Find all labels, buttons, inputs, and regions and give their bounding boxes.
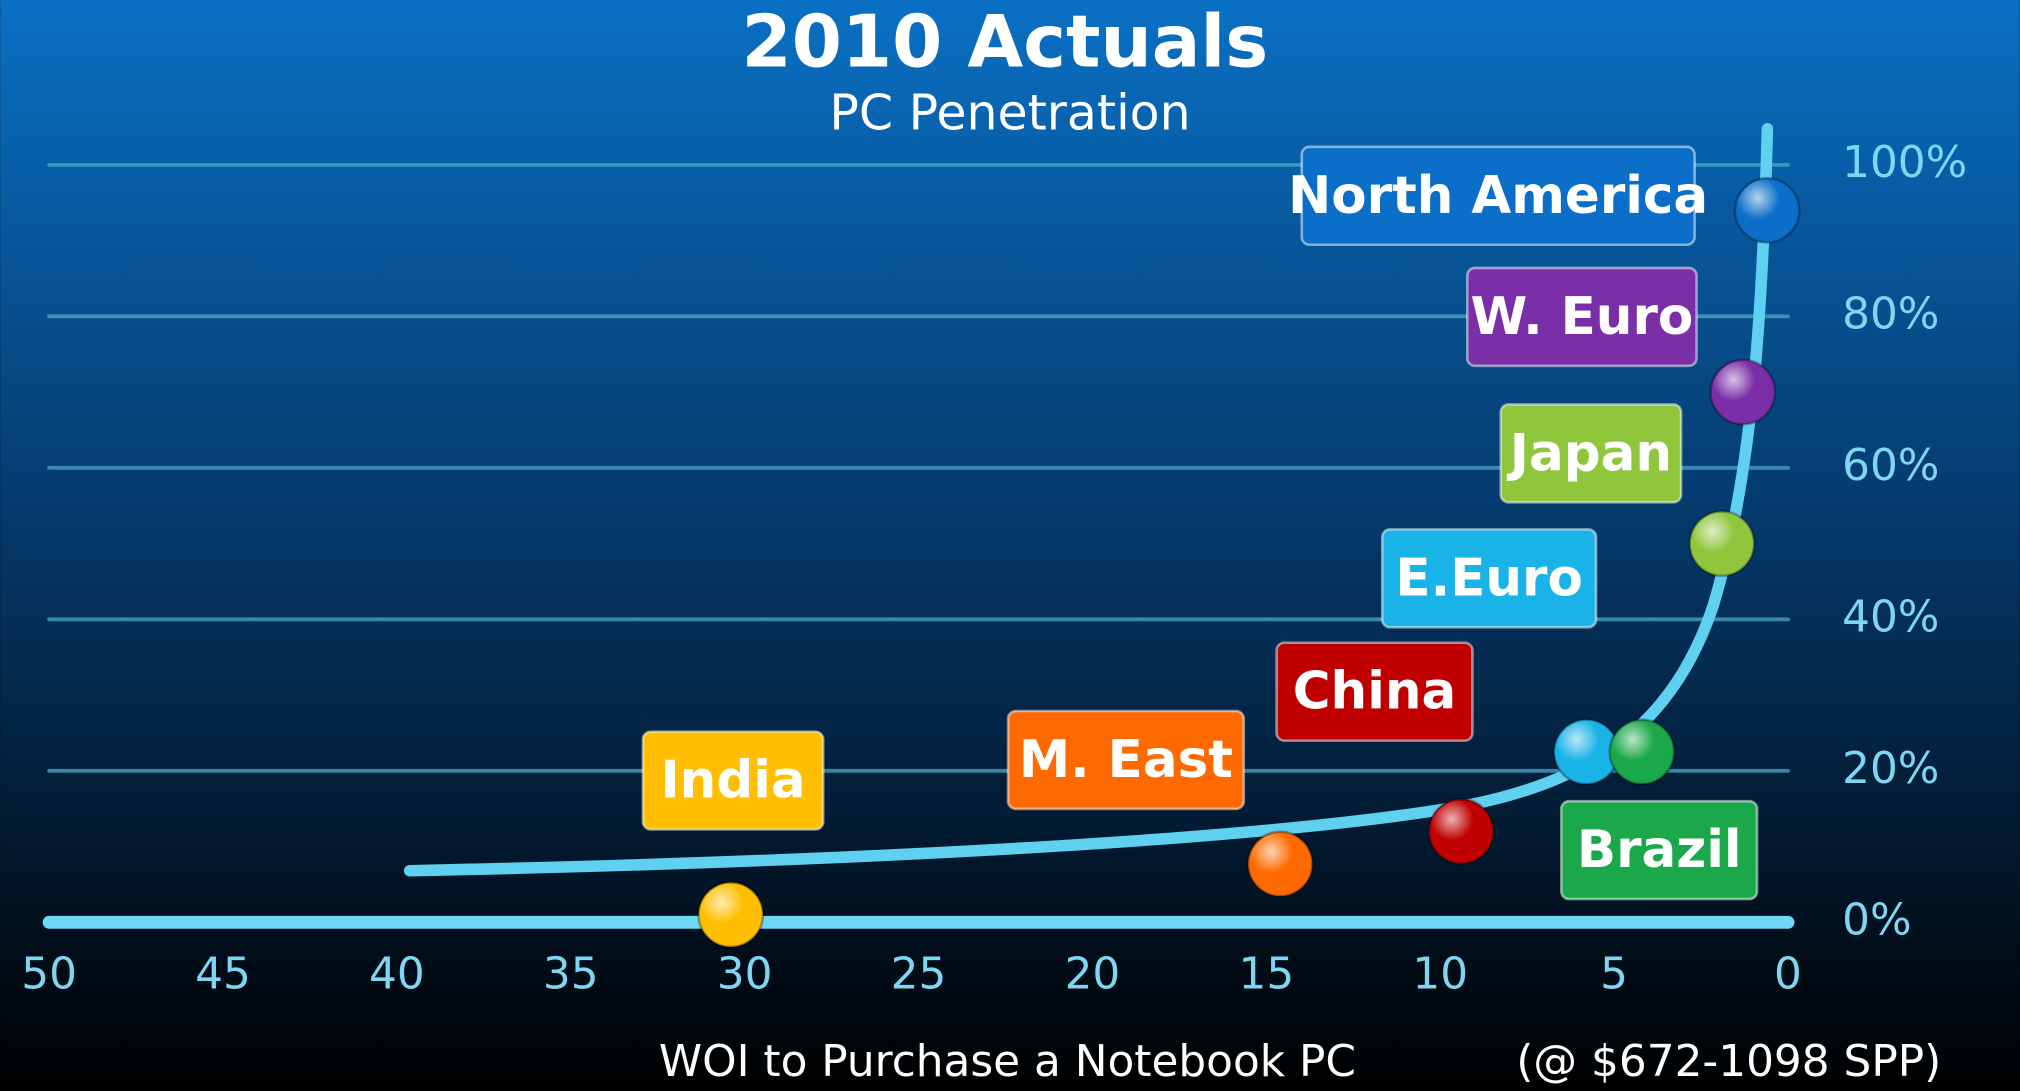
x-tick-label: 20 [1065, 948, 1121, 999]
x-tick-label: 40 [369, 948, 425, 999]
legend-label: Japan [1507, 423, 1672, 483]
x-tick-label: 15 [1238, 948, 1294, 999]
x-tick-label: 35 [543, 948, 599, 999]
x-tick-label: 10 [1412, 948, 1468, 999]
legend-label: M. East [1019, 730, 1233, 790]
label-box [1006, 709, 1246, 811]
point-shine [1555, 720, 1618, 783]
point-shine [1430, 800, 1492, 863]
legend-label: China [1293, 662, 1457, 722]
point-shine [1691, 512, 1753, 575]
label-box [1499, 403, 1683, 504]
legend-label: Brazil [1577, 820, 1742, 880]
y-tick-label: 20% [1842, 743, 1939, 794]
grid [42, 162, 1795, 929]
x-axis-label: WOI to Purchase a Notebook PC [659, 1036, 1356, 1087]
x-tick-label: 0 [1774, 948, 1802, 999]
label-box [1275, 641, 1474, 742]
x-tick-label: 45 [195, 948, 251, 999]
point-shine [1736, 179, 1799, 242]
legend-label: W. Euro [1471, 287, 1694, 347]
note: (@ $672-1098 SPP) [1516, 1036, 1941, 1087]
point-shine [1711, 361, 1774, 424]
label-box [1465, 266, 1698, 368]
legend-label: India [660, 751, 805, 811]
y-tick-label: 0% [1842, 894, 1911, 945]
chart-subtitle: PC Penetration [829, 84, 1190, 141]
marks: North America W. Euro Japan E.Euro China M. E… [641, 145, 1801, 949]
legend-label: North America [1288, 166, 1708, 226]
y-tick-label: 100% [1842, 137, 1967, 188]
label-box [1560, 799, 1759, 901]
point-shine [1249, 833, 1312, 895]
x-tick-label: 5 [1600, 948, 1628, 999]
x-tick-label: 50 [21, 948, 77, 999]
point-shine [1611, 720, 1673, 783]
chart-title: 2010 Actuals [742, 0, 1269, 84]
y-tick-label: 60% [1842, 440, 1939, 491]
label-box [641, 730, 825, 831]
y-tick-label: 40% [1842, 591, 1939, 642]
y-tick-label: 80% [1842, 288, 1939, 339]
point-shine [699, 883, 762, 946]
legend-label: E.Euro [1395, 548, 1582, 608]
x-tick-label: 25 [891, 948, 947, 999]
label-box [1300, 145, 1696, 247]
label-box [1380, 528, 1598, 629]
x-tick-label: 30 [717, 948, 773, 999]
